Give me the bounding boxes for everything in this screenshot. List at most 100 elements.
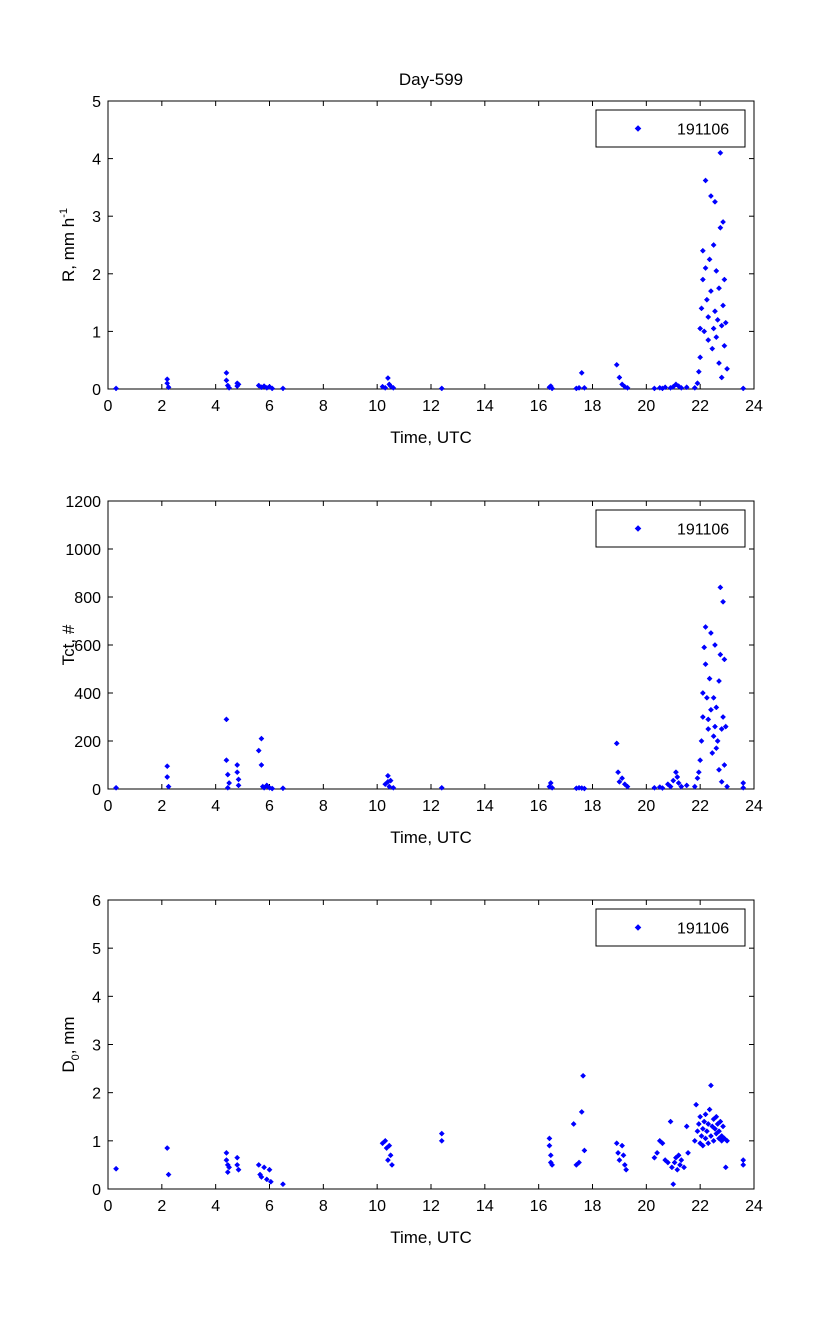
data-point [724, 1137, 731, 1144]
data-point [234, 1161, 241, 1168]
data-point [716, 1128, 722, 1135]
data-point [223, 1149, 230, 1156]
legend-marker [634, 924, 642, 931]
x-tick-label: 22 [691, 1198, 709, 1215]
data-point [722, 319, 729, 326]
x-tick-label: 20 [637, 798, 655, 815]
data-point [280, 385, 286, 392]
data-point [740, 1161, 747, 1168]
data-point [226, 384, 233, 391]
data-point [164, 763, 171, 770]
data-point [703, 1128, 710, 1135]
data-point [713, 704, 720, 711]
x-tick-label: 16 [530, 398, 548, 415]
data-point [269, 385, 276, 392]
data-point [615, 769, 622, 776]
chart-panel-1: 0 2 4 6 8 10 12 14 16 18 20 22 24012345Day-599Time, … [58, 70, 763, 447]
data-point [721, 762, 728, 768]
x-tick-label: 12 [422, 798, 440, 815]
data-point [581, 785, 588, 792]
data-point [705, 716, 712, 723]
data-point [703, 296, 710, 303]
data-point [667, 1118, 674, 1125]
legend-label: 191106 [677, 921, 729, 938]
x-tick-label: 14 [476, 1198, 494, 1215]
y-tick-label: 1 [92, 324, 101, 341]
data-point [616, 778, 623, 785]
data-point [712, 1125, 718, 1132]
data-point [619, 1142, 626, 1149]
data-point [438, 784, 445, 791]
data-point [390, 384, 397, 391]
data-point [438, 385, 445, 392]
x-axis-label: Time, UTC [390, 1228, 472, 1247]
data-point [674, 774, 681, 780]
data-point [223, 1157, 230, 1164]
data-point [235, 776, 242, 783]
data-point [702, 1135, 709, 1142]
legend-marker [634, 525, 642, 532]
data-point [718, 374, 725, 381]
data-point [699, 690, 706, 696]
y-axis-label-text: R, mm h [59, 218, 78, 282]
y-axis-label: Tct, # [59, 624, 78, 665]
data-point [261, 1164, 268, 1171]
x-tick-label: 4 [211, 1198, 220, 1215]
data-point [713, 745, 720, 752]
data-point [261, 383, 268, 390]
data-point [386, 1142, 393, 1149]
y-tick-label: 3 [92, 1038, 101, 1055]
data-point [740, 784, 747, 791]
data-point [714, 738, 721, 744]
data-point [235, 1166, 242, 1173]
series-1 [113, 149, 747, 392]
data-point [267, 1178, 274, 1185]
y-axis-label-suffix: , mm [59, 1016, 78, 1054]
data-point [384, 375, 391, 382]
data-point [549, 784, 556, 791]
y-tick-label: 800 [74, 590, 101, 607]
data-point [717, 584, 724, 591]
x-tick-label: 10 [368, 1198, 386, 1215]
chart-panel-2: 0 2 4 6 8 10 12 14 16 18 20 22 240200400600800100012… [59, 494, 763, 847]
data-point [382, 384, 389, 391]
x-tick-label: 0 [104, 398, 113, 415]
data-point [717, 224, 724, 231]
data-point [224, 771, 231, 778]
data-point [694, 775, 701, 782]
data-point [263, 1176, 270, 1183]
data-point [258, 762, 265, 768]
data-point [651, 385, 658, 392]
data-point [280, 785, 286, 792]
data-point [721, 342, 728, 349]
data-point [659, 785, 666, 791]
data-point [280, 1181, 286, 1188]
x-tick-label: 4 [211, 398, 220, 415]
y-tick-label: 2 [92, 267, 101, 284]
data-point [549, 385, 556, 392]
y-tick-label: 1 [92, 1134, 101, 1151]
data-point [389, 1161, 395, 1168]
y-tick-label: 5 [92, 94, 101, 111]
data-point [706, 1106, 713, 1113]
data-point [258, 735, 265, 742]
data-point [697, 325, 704, 332]
data-point [662, 384, 669, 391]
data-point [382, 1137, 389, 1144]
data-point [716, 360, 722, 367]
data-point [223, 757, 230, 764]
data-point [710, 733, 717, 740]
data-point [616, 1157, 623, 1164]
legend-label: 191106 [677, 122, 729, 139]
data-point [694, 380, 701, 387]
y-axis-label-superscript: -1 [58, 208, 70, 218]
x-tick-label: 10 [368, 798, 386, 815]
data-point [701, 1118, 708, 1125]
data-point [223, 369, 230, 376]
data-point [702, 177, 709, 184]
data-point [712, 308, 718, 315]
data-point [702, 624, 709, 630]
y-tick-label: 6 [92, 893, 101, 910]
data-point [226, 1164, 233, 1171]
data-point [697, 757, 704, 764]
